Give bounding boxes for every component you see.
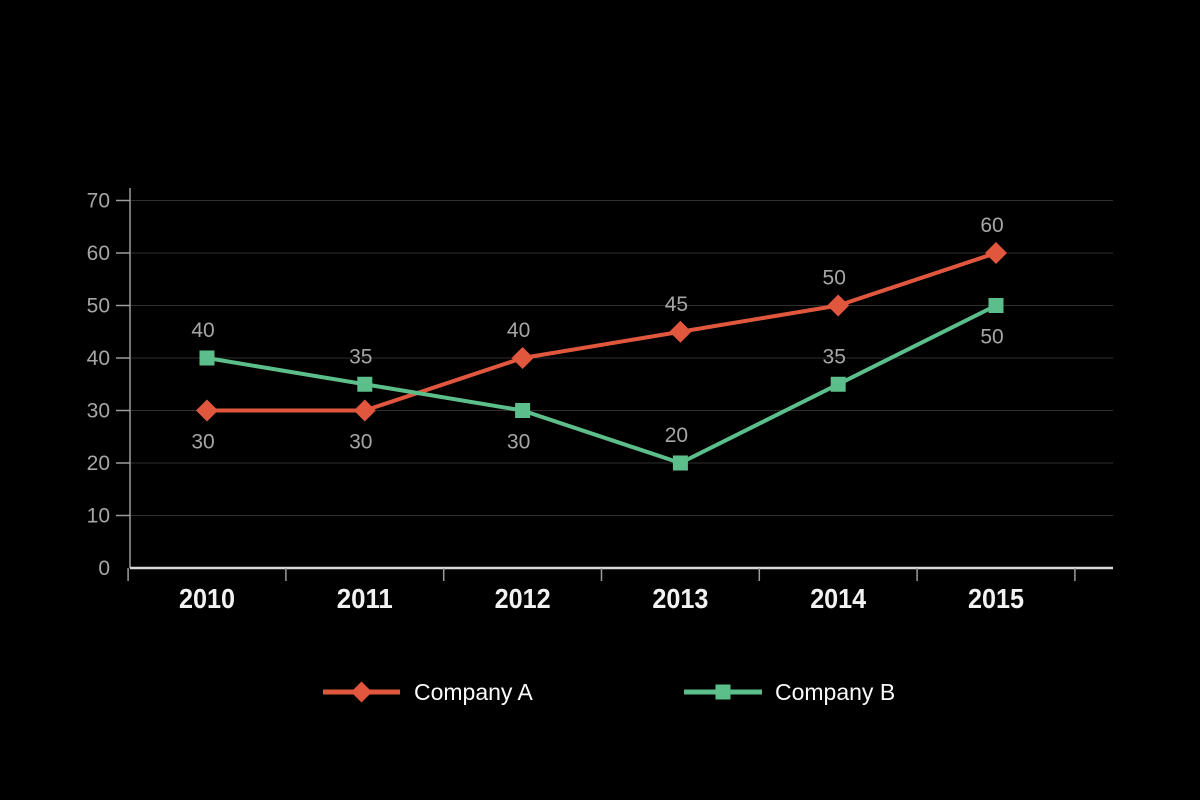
data-point-label: 35 [823,345,846,368]
data-point-diamond-company-a [669,320,692,343]
legend-label-company-a: Company A [414,679,534,705]
x-axis-tick-label: 2011 [337,583,393,614]
y-axis-tick-label: 10 [87,505,110,528]
data-point-label: 50 [823,267,846,290]
data-point-diamond-company-a [827,294,850,317]
gridlines [130,200,1113,516]
data-point-diamond-company-a [985,242,1007,264]
series-line-company-a [205,251,998,413]
x-axis-tick-label: 2015 [968,583,1024,614]
data-point-diamond-company-a [353,399,376,422]
y-axis-tick-label: 0 [98,557,110,580]
data-point-square-company-b [199,350,215,366]
chart-legend: Company A Company B [323,679,895,705]
data-point-label: 60 [980,214,1003,237]
data-point-label: 40 [191,319,214,342]
y-axis-tick-label: 60 [87,242,110,265]
data-point-diamond-company-a [196,399,218,422]
y-axis-tick-label: 20 [87,452,110,475]
y-axis-tick-label: 50 [87,295,110,318]
x-axis-tick-label: 2014 [810,583,866,614]
legend-item-company-a[interactable]: Company A [323,679,534,705]
legend-label-company-b: Company B [775,679,895,705]
data-point-square-company-b [988,298,1004,313]
x-axis-tick-label: 2012 [495,583,551,614]
data-point-label: 30 [191,431,214,454]
legend-square-icon [715,684,731,700]
data-point-label: 40 [507,319,530,342]
data-point-label: 45 [665,293,688,316]
y-axis-tick-label: 30 [87,400,110,423]
x-axis-tick-label: 2010 [179,583,235,614]
data-point-label: 30 [349,431,372,454]
data-point-label: 35 [349,345,372,368]
y-axis-tick-label: 40 [87,347,110,370]
data-point-label: 50 [980,326,1003,349]
series-line-company-b [205,303,998,465]
data-point-diamond-company-a [511,347,534,369]
data-point-square-company-b [515,403,531,418]
data-series: 30 30 40 45 50 60 40 35 30 20 35 50 [191,214,1007,471]
data-point-label: 20 [665,424,688,447]
data-point-square-company-b [830,376,846,392]
legend-diamond-icon [351,681,372,703]
data-point-square-company-b [672,455,688,471]
legend-item-company-b[interactable]: Company B [684,679,895,705]
axes: 0 10 20 30 40 50 60 70 2010 2011 2012 2013 2014 2015 [87,188,1113,614]
data-point-label: 30 [507,431,530,454]
y-axis-tick-label: 70 [87,190,110,213]
x-axis-tick-label: 2013 [652,583,708,614]
data-point-square-company-b [357,376,373,392]
